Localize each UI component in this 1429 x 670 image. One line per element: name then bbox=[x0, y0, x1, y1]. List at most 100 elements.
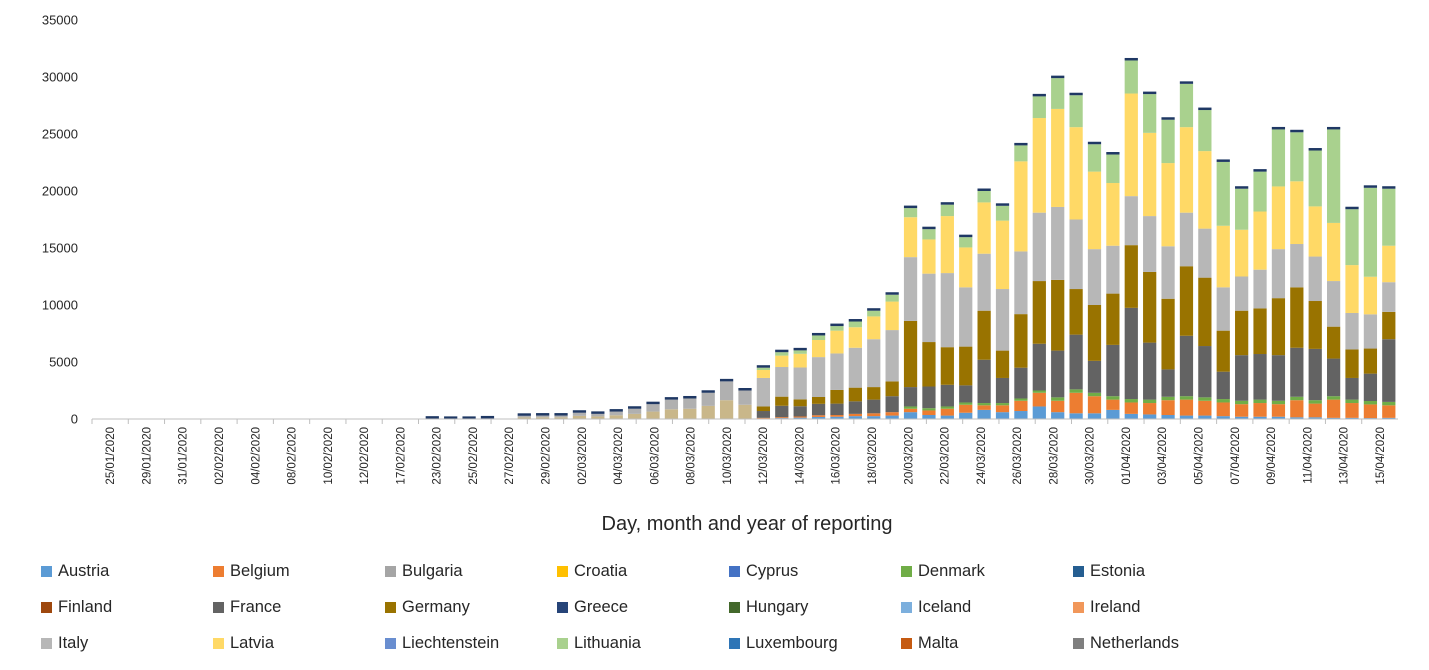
bar-segment bbox=[1087, 413, 1102, 419]
bar-segment bbox=[609, 415, 623, 419]
bar-segment bbox=[1308, 148, 1322, 151]
bar-segment bbox=[959, 346, 973, 386]
bar-stack bbox=[867, 308, 881, 419]
bar-stack bbox=[1216, 159, 1230, 419]
bar-segment bbox=[444, 416, 458, 419]
bar-segment bbox=[959, 234, 973, 238]
x-tick-label: 30/03/2020 bbox=[1085, 427, 1097, 485]
bar-segment bbox=[719, 400, 734, 419]
bar-segment bbox=[1253, 403, 1267, 417]
bar-stack bbox=[628, 406, 642, 419]
bar-stack bbox=[683, 395, 697, 419]
bar-segment bbox=[848, 413, 862, 417]
bar-segment bbox=[848, 387, 862, 402]
bar-segment bbox=[1345, 265, 1359, 313]
x-tick-label: 13/04/2020 bbox=[1339, 427, 1351, 485]
legend-item: Germany bbox=[385, 596, 470, 618]
bar-segment bbox=[1087, 144, 1102, 172]
bar-segment bbox=[1271, 129, 1286, 187]
bar-segment bbox=[977, 359, 991, 404]
x-tick-label: 06/03/2020 bbox=[649, 427, 661, 485]
bar-segment bbox=[1143, 342, 1157, 400]
bar-segment bbox=[1271, 126, 1286, 130]
legend-label: France bbox=[230, 597, 282, 616]
x-tick-label: 31/01/2020 bbox=[178, 427, 190, 485]
bar-segment bbox=[1290, 400, 1304, 418]
bar-segment bbox=[830, 353, 844, 390]
bar-stack bbox=[646, 401, 660, 419]
bar-stack bbox=[1363, 185, 1378, 419]
bar-segment bbox=[903, 257, 918, 321]
bar-segment bbox=[793, 347, 807, 351]
legend-swatch bbox=[41, 637, 52, 649]
x-tick-label: 17/02/2020 bbox=[395, 427, 407, 485]
bar-segment bbox=[867, 387, 881, 400]
bar-segment bbox=[1032, 406, 1046, 419]
bar-segment bbox=[995, 377, 1010, 404]
x-tick-label: 23/02/2020 bbox=[432, 427, 444, 485]
bar-segment bbox=[1143, 414, 1157, 419]
bar-segment bbox=[1143, 132, 1157, 217]
bar-segment bbox=[1382, 188, 1396, 246]
bar-stack bbox=[517, 413, 531, 419]
x-tick-label: 27/02/2020 bbox=[504, 427, 516, 485]
bar-stack bbox=[1198, 107, 1212, 419]
bar-segment bbox=[1363, 400, 1378, 405]
bar-segment bbox=[1179, 335, 1194, 397]
bar-segment bbox=[517, 417, 531, 419]
bar-segment bbox=[903, 205, 918, 209]
bar-segment bbox=[1198, 228, 1212, 278]
bar-segment bbox=[628, 408, 642, 414]
legend-label: Iceland bbox=[918, 597, 972, 616]
bar-stack bbox=[793, 347, 807, 419]
bar-segment bbox=[977, 202, 991, 254]
bar-segment bbox=[1032, 390, 1046, 393]
bar-segment bbox=[1290, 417, 1304, 419]
bar-segment bbox=[922, 342, 936, 387]
bar-segment bbox=[609, 411, 623, 416]
bar-segment bbox=[977, 403, 991, 406]
bar-segment bbox=[811, 340, 826, 358]
legend-label: Finland bbox=[58, 597, 113, 616]
bar-stack bbox=[1271, 126, 1286, 419]
bar-segment bbox=[995, 405, 1010, 413]
bar-segment bbox=[1051, 206, 1065, 280]
bar-segment bbox=[1014, 411, 1028, 419]
bar-segment bbox=[664, 409, 679, 419]
x-tick-label: 18/03/2020 bbox=[867, 427, 879, 485]
bar-segment bbox=[554, 413, 568, 416]
bar-segment bbox=[793, 367, 807, 400]
stacked-bar-chart: 0 5000 10000 15000 20000 25000 30000 35000 25/0… bbox=[42, 13, 1398, 535]
bar-segment bbox=[536, 413, 550, 416]
bar-segment bbox=[1087, 360, 1102, 393]
legend-label: Luxembourg bbox=[746, 633, 838, 652]
bar-segment bbox=[885, 330, 899, 382]
bar-segment bbox=[1014, 398, 1028, 401]
bar-segment bbox=[1253, 171, 1267, 212]
bar-segment bbox=[1124, 307, 1138, 400]
legend-label: Malta bbox=[918, 633, 959, 652]
bar-stack bbox=[940, 202, 954, 419]
legend-swatch bbox=[41, 565, 52, 577]
bar-segment bbox=[922, 229, 936, 240]
x-tick-label: 24/03/2020 bbox=[976, 427, 988, 485]
bar-segment bbox=[1382, 417, 1396, 419]
legend-item: Malta bbox=[901, 632, 958, 654]
x-tick-label: 29/02/2020 bbox=[541, 427, 553, 485]
bar-segment bbox=[885, 412, 899, 416]
bar-segment bbox=[738, 404, 752, 419]
bar-segment bbox=[1124, 402, 1138, 414]
bar-segment bbox=[885, 415, 899, 419]
bar-segment bbox=[1106, 396, 1120, 400]
bar-segment bbox=[1216, 402, 1230, 417]
bar-segment bbox=[885, 292, 899, 295]
legend-label: Italy bbox=[58, 633, 89, 652]
bar-segment bbox=[738, 390, 752, 405]
bar-stack bbox=[536, 413, 550, 419]
bar-segment bbox=[1161, 400, 1175, 416]
bar-segment bbox=[995, 350, 1010, 378]
x-tick-label: 22/03/2020 bbox=[940, 427, 952, 485]
bar-stack bbox=[848, 319, 862, 419]
bar-segment bbox=[462, 416, 476, 419]
legend-swatch bbox=[213, 601, 224, 613]
